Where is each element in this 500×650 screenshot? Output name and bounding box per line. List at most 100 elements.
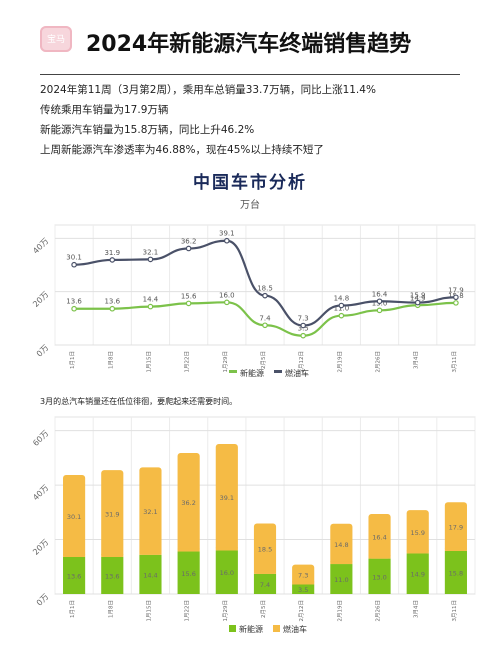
summary-line: 上周新能源汽车渗透率为46.88%，现在45%以上持续不短了 <box>40 144 324 156</box>
data-label: 15.6 <box>181 292 197 300</box>
data-point <box>300 322 306 329</box>
bar-segment-ice <box>406 510 429 554</box>
bar-segment-ice-base <box>406 550 429 554</box>
bar-segment-ice-base <box>292 581 315 585</box>
bar-segment-ev <box>101 556 124 594</box>
data-label: 18.5 <box>257 285 273 293</box>
data-label: 16.4 <box>372 290 388 298</box>
x-tick-label: 2月26日 <box>375 351 382 373</box>
bar-segment-ice <box>253 523 277 574</box>
data-label: 32.1 <box>143 248 159 256</box>
data-label: 11.0 <box>334 576 348 584</box>
x-tick-label: 3月11日 <box>451 600 458 622</box>
data-label: 39.1 <box>220 494 234 502</box>
data-label: 7.3 <box>298 315 309 323</box>
bar-segment-ev <box>63 556 86 594</box>
data-point <box>224 299 230 306</box>
data-label: 11.0 <box>334 305 350 313</box>
bar-segment-ice-base <box>215 547 238 551</box>
data-point <box>376 298 383 305</box>
data-label: 14.4 <box>143 571 157 579</box>
legend-label: 燃油车 <box>285 368 309 378</box>
data-point <box>109 305 116 312</box>
data-point <box>453 294 459 301</box>
bar-segment-ev <box>253 573 277 594</box>
data-label: 7.4 <box>260 581 270 589</box>
x-tick-label: 2月12日 <box>298 351 305 373</box>
data-label: 16.0 <box>219 291 235 299</box>
bar-segment-ev <box>406 553 429 594</box>
data-point <box>338 312 345 319</box>
legend-label: 新能源 <box>240 368 264 378</box>
bar-segment-ice-base <box>444 547 467 551</box>
data-label: 36.2 <box>181 237 197 245</box>
data-label: 30.1 <box>66 254 82 262</box>
title-divider <box>40 74 460 75</box>
x-tick-label: 1月8日 <box>107 600 114 618</box>
data-point <box>71 261 77 268</box>
data-point <box>185 300 192 307</box>
data-label: 3.5 <box>298 586 308 594</box>
bar-segment-ice-base <box>139 551 162 555</box>
x-tick-label: 1月15日 <box>145 351 152 373</box>
data-label: 7.4 <box>259 314 271 322</box>
data-label: 32.1 <box>143 508 157 516</box>
page-title: 2024年新能源汽车终端销售趋势 <box>86 32 412 57</box>
y-tick-label: 20万 <box>31 290 50 309</box>
y-tick-label: 60万 <box>31 429 50 448</box>
legend-label: 新能源 <box>239 624 263 634</box>
bar-segment-ev <box>444 550 467 594</box>
data-label: 14.8 <box>334 295 350 303</box>
legend-swatch-ev <box>229 370 237 373</box>
data-label: 13.0 <box>372 573 386 581</box>
chart-title: 中国车市分析 <box>193 173 307 193</box>
data-point <box>185 245 192 252</box>
x-tick-label: 1月1日 <box>69 600 76 618</box>
data-label: 13.6 <box>66 298 82 306</box>
bar-segment-ice <box>139 467 162 555</box>
bar-segment-ice <box>177 452 200 552</box>
y-tick-label: 20万 <box>31 538 50 557</box>
y-tick-label: 40万 <box>31 483 50 502</box>
data-label: 15.8 <box>449 569 463 577</box>
data-point <box>224 237 230 244</box>
legend-swatch-ice <box>273 625 280 632</box>
header: 宝马 2024年新能源汽车终端销售趋势 <box>0 0 500 70</box>
data-label: 16.0 <box>220 569 234 577</box>
bar-segment-ice-base <box>177 548 200 552</box>
y-tick-label: 40万 <box>31 236 50 255</box>
summary-line: 传统乘用车销量为17.9万辆 <box>40 104 169 116</box>
chart-note: 3月的总汽车销量还在低位徘徊，要爬起来还需要时间。 <box>40 397 238 406</box>
x-tick-label: 2月26日 <box>375 600 382 622</box>
legend-label: 燃油车 <box>283 624 307 634</box>
x-tick-label: 1月15日 <box>145 600 152 622</box>
bar-segment-ice-base <box>253 570 277 574</box>
x-tick-label: 3月4日 <box>413 351 420 369</box>
legend-swatch-ice <box>274 370 282 373</box>
y-tick-label: 0万 <box>35 343 51 359</box>
data-point <box>262 322 268 329</box>
bar-segment-ice <box>292 564 315 585</box>
data-label: 15.9 <box>410 529 424 537</box>
data-point <box>338 302 345 309</box>
bar-segment-ice-base <box>101 553 124 557</box>
data-point <box>109 257 116 263</box>
x-tick-label: 1月22日 <box>184 600 191 622</box>
data-point <box>300 332 306 339</box>
summary-block: 2024年第11周（3月第2周），乘用车总销量33.7万辆，同比上涨11.4% … <box>40 80 470 160</box>
x-tick-label: 2月19日 <box>336 351 343 373</box>
legend-swatch-ev <box>229 625 236 632</box>
x-tick-label: 2月5日 <box>260 600 267 618</box>
brand-logo: 宝马 <box>40 26 72 52</box>
data-label: 7.3 <box>298 572 308 580</box>
bar-segment-ev <box>292 584 315 594</box>
data-label: 16.4 <box>372 533 386 541</box>
data-label: 14.8 <box>334 541 348 549</box>
data-point <box>147 303 154 310</box>
data-label: 13.6 <box>67 572 81 580</box>
data-point <box>453 300 459 306</box>
bar-segment-ice <box>101 470 124 557</box>
data-label: 18.5 <box>258 546 272 554</box>
data-label: 39.1 <box>219 230 235 238</box>
